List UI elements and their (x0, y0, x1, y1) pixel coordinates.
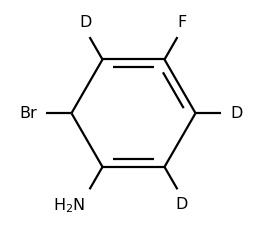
Text: D: D (175, 197, 188, 212)
Text: D: D (79, 15, 92, 30)
Text: Br: Br (19, 106, 37, 121)
Text: H$_2$N: H$_2$N (53, 197, 85, 215)
Text: F: F (177, 15, 186, 30)
Text: D: D (230, 106, 242, 121)
